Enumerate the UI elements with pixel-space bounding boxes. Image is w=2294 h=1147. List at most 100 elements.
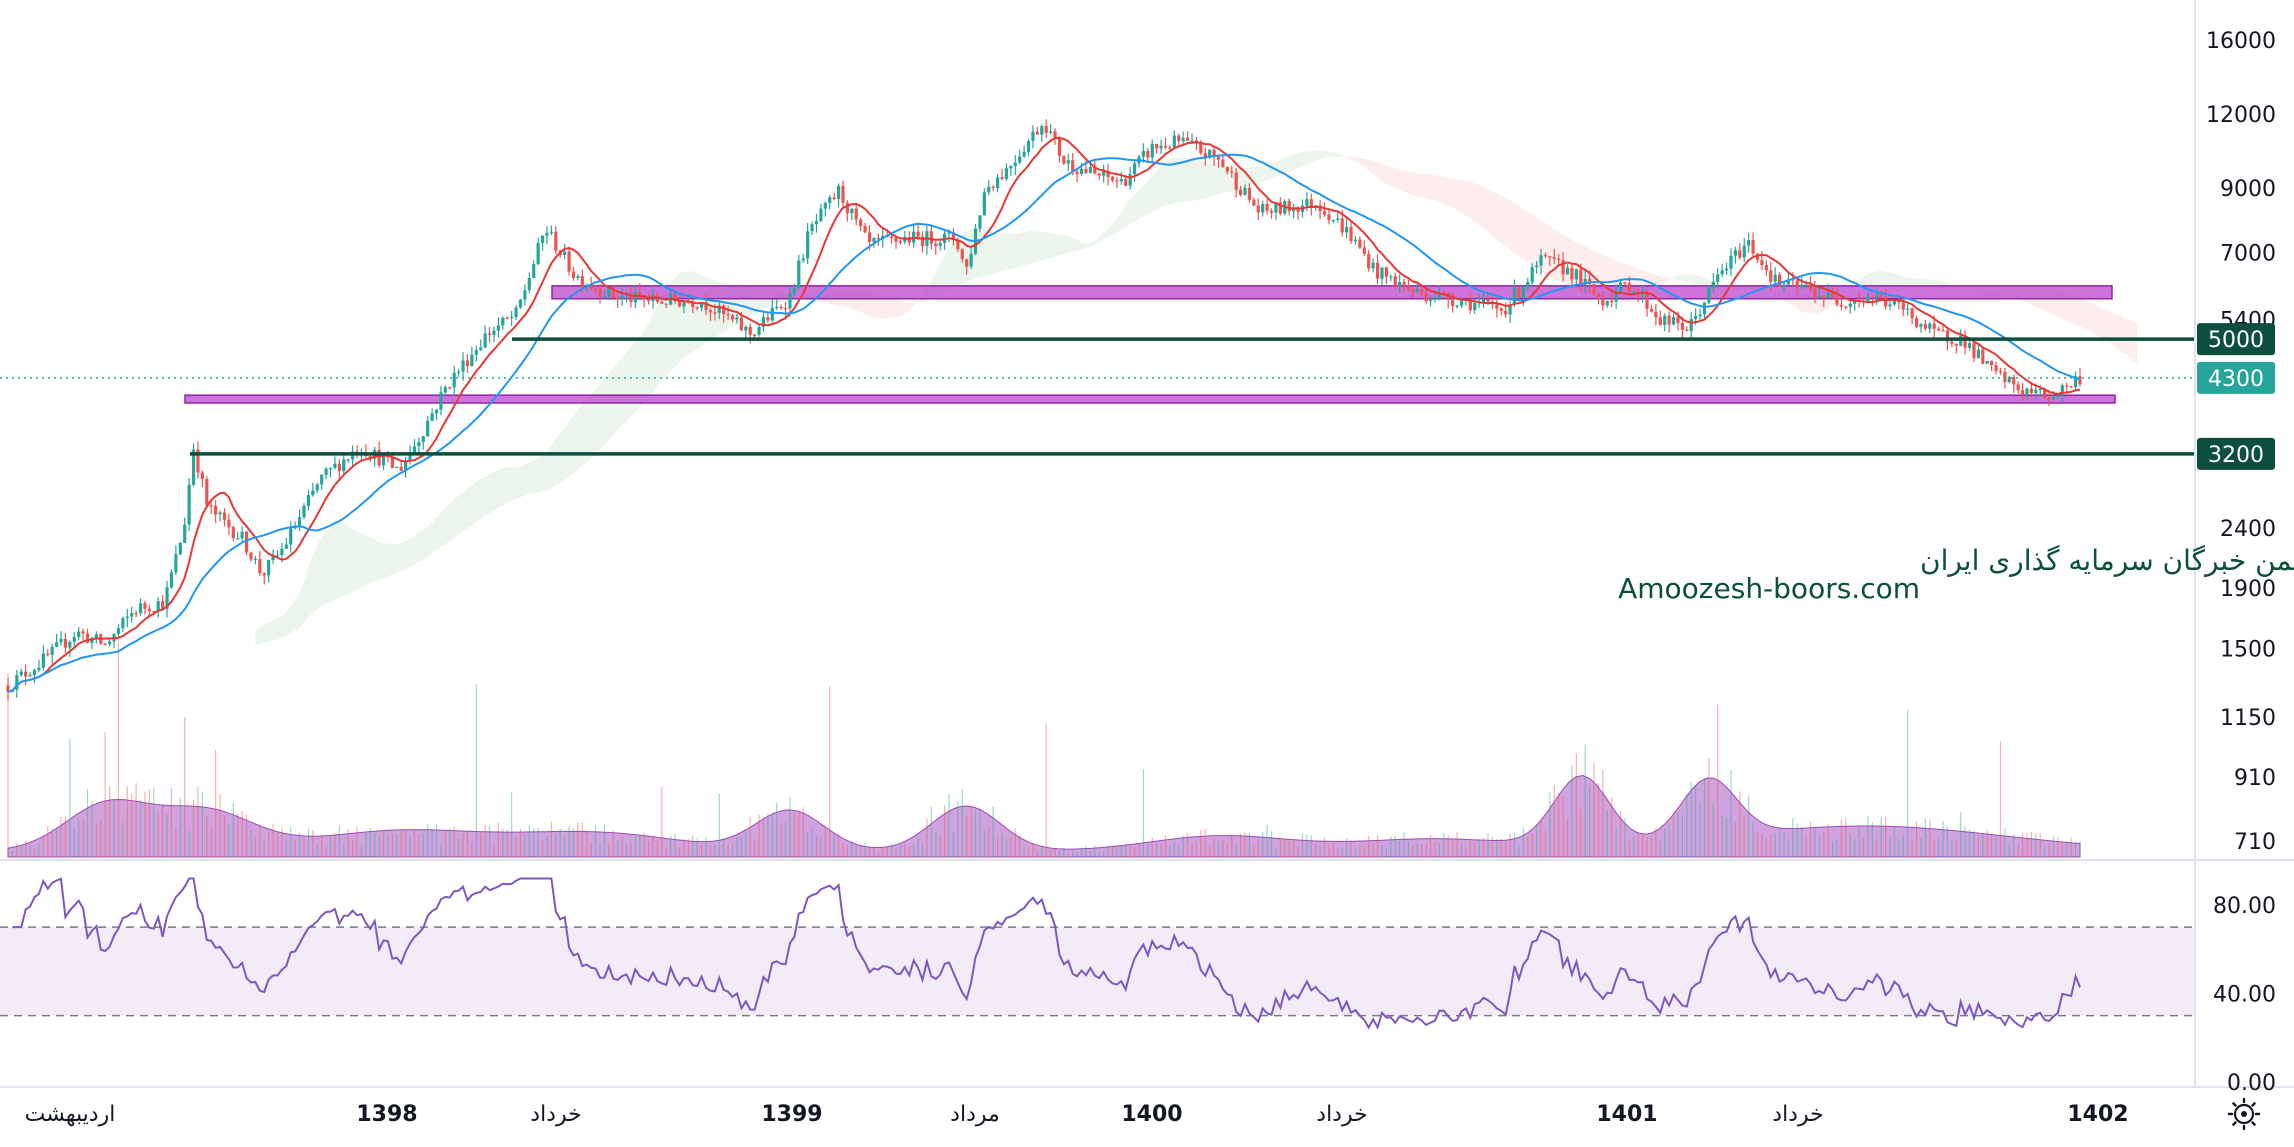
ichimoku-cloud-segment bbox=[1510, 200, 1515, 254]
candle bbox=[1835, 288, 1839, 307]
candle bbox=[275, 550, 280, 558]
ichimoku-cloud-segment bbox=[582, 399, 587, 466]
candle bbox=[1499, 307, 1503, 316]
ichimoku-cloud-segment bbox=[900, 301, 905, 316]
ichimoku-cloud-segment bbox=[352, 529, 358, 592]
candle bbox=[1026, 138, 1031, 157]
candle bbox=[571, 266, 576, 281]
candle bbox=[536, 237, 540, 266]
ichimoku-cloud-segment bbox=[1099, 233, 1104, 243]
candle bbox=[1261, 200, 1265, 217]
time-axis-label: 1399 bbox=[761, 1102, 822, 1127]
candle bbox=[616, 294, 620, 309]
ichimoku-cloud-segment bbox=[405, 538, 411, 569]
ichimoku-cloud-segment bbox=[401, 540, 406, 571]
ichimoku-cloud-segment bbox=[2133, 321, 2138, 364]
time-axis-label: 1402 bbox=[2067, 1102, 2128, 1127]
candle bbox=[2025, 387, 2029, 400]
support-resistance-zone[interactable] bbox=[184, 394, 2116, 404]
ichimoku-cloud-segment bbox=[1262, 163, 1268, 183]
candle bbox=[240, 526, 244, 544]
candle bbox=[766, 312, 770, 324]
ichimoku-cloud-segment bbox=[1081, 242, 1086, 250]
ichimoku-cloud-segment bbox=[2075, 296, 2080, 327]
ichimoku-cloud-segment bbox=[1271, 160, 1276, 179]
ichimoku-cloud-segment bbox=[617, 357, 623, 431]
candle bbox=[832, 192, 836, 201]
candle bbox=[1972, 339, 1976, 363]
candle bbox=[682, 301, 686, 314]
candle bbox=[1963, 330, 1967, 355]
ichimoku-cloud-segment bbox=[1660, 275, 1665, 286]
candle bbox=[1265, 198, 1269, 215]
candle bbox=[267, 559, 271, 583]
candle bbox=[1848, 299, 1852, 314]
ichimoku-cloud-segment bbox=[1302, 151, 1307, 167]
candle bbox=[1941, 324, 1945, 332]
candle bbox=[1729, 248, 1733, 277]
candle bbox=[1592, 283, 1596, 296]
candle bbox=[333, 456, 337, 470]
ichimoku-cloud-segment bbox=[878, 293, 883, 319]
ichimoku-cloud-segment bbox=[1421, 173, 1427, 199]
candle bbox=[828, 195, 832, 210]
candle bbox=[1322, 202, 1327, 217]
candle bbox=[439, 385, 443, 416]
ichimoku-cloud-segment bbox=[1333, 152, 1338, 158]
candle bbox=[1552, 248, 1556, 265]
ichimoku-cloud-segment bbox=[988, 230, 994, 275]
watermark-line2: Amoozesh-boors.com bbox=[1618, 572, 1920, 605]
ichimoku-cloud-segment bbox=[1430, 174, 1435, 201]
ichimoku-cloud-segment bbox=[944, 248, 950, 293]
candle bbox=[2056, 394, 2060, 400]
ichimoku-cloud-segment bbox=[299, 581, 304, 628]
candle bbox=[116, 624, 121, 637]
candle bbox=[1287, 198, 1291, 216]
candle bbox=[744, 325, 748, 339]
ichimoku-cloud-segment bbox=[476, 479, 481, 522]
ichimoku-cloud-segment bbox=[1050, 233, 1056, 259]
ichimoku-cloud-segment bbox=[1457, 179, 1462, 213]
ichimoku-cloud-segment bbox=[1152, 170, 1157, 212]
candle bbox=[1800, 277, 1804, 290]
candle bbox=[1914, 315, 1919, 329]
candle bbox=[342, 452, 346, 475]
candle bbox=[244, 530, 249, 556]
candle bbox=[1247, 183, 1252, 203]
candle bbox=[2016, 381, 2020, 394]
candle bbox=[1919, 323, 1923, 333]
candle bbox=[1543, 252, 1548, 258]
candle bbox=[395, 466, 399, 469]
candle bbox=[1336, 210, 1340, 223]
ichimoku-cloud-segment bbox=[1328, 151, 1334, 158]
candle bbox=[1614, 284, 1618, 309]
ichimoku-cloud-segment bbox=[1452, 178, 1458, 211]
ichimoku-cloud-segment bbox=[1024, 231, 1029, 266]
candle bbox=[1216, 154, 1221, 168]
gear-icon[interactable] bbox=[2227, 1097, 2261, 1131]
ichimoku-cloud-segment bbox=[1002, 233, 1007, 272]
candle bbox=[1853, 300, 1857, 311]
ichimoku-cloud-segment bbox=[1381, 163, 1387, 184]
candle bbox=[1517, 286, 1521, 302]
candle bbox=[1367, 250, 1371, 272]
ichimoku-cloud-segment bbox=[626, 347, 631, 422]
ichimoku-cloud-segment bbox=[1554, 228, 1559, 282]
candle bbox=[346, 458, 350, 463]
candle bbox=[417, 437, 421, 453]
ichimoku-cloud-segment bbox=[1439, 176, 1444, 205]
candle bbox=[527, 272, 531, 294]
candle bbox=[2078, 367, 2082, 387]
ichimoku-cloud-segment bbox=[2093, 304, 2098, 336]
candle bbox=[1605, 300, 1609, 308]
candle bbox=[50, 643, 54, 664]
candle bbox=[103, 642, 107, 646]
ichimoku-cloud-segment bbox=[1417, 172, 1422, 198]
ichimoku-cloud-segment bbox=[1094, 237, 1100, 245]
candle bbox=[1839, 298, 1844, 311]
candle bbox=[814, 213, 819, 233]
candle bbox=[1901, 296, 1905, 317]
support-resistance-zone[interactable] bbox=[551, 285, 2113, 300]
